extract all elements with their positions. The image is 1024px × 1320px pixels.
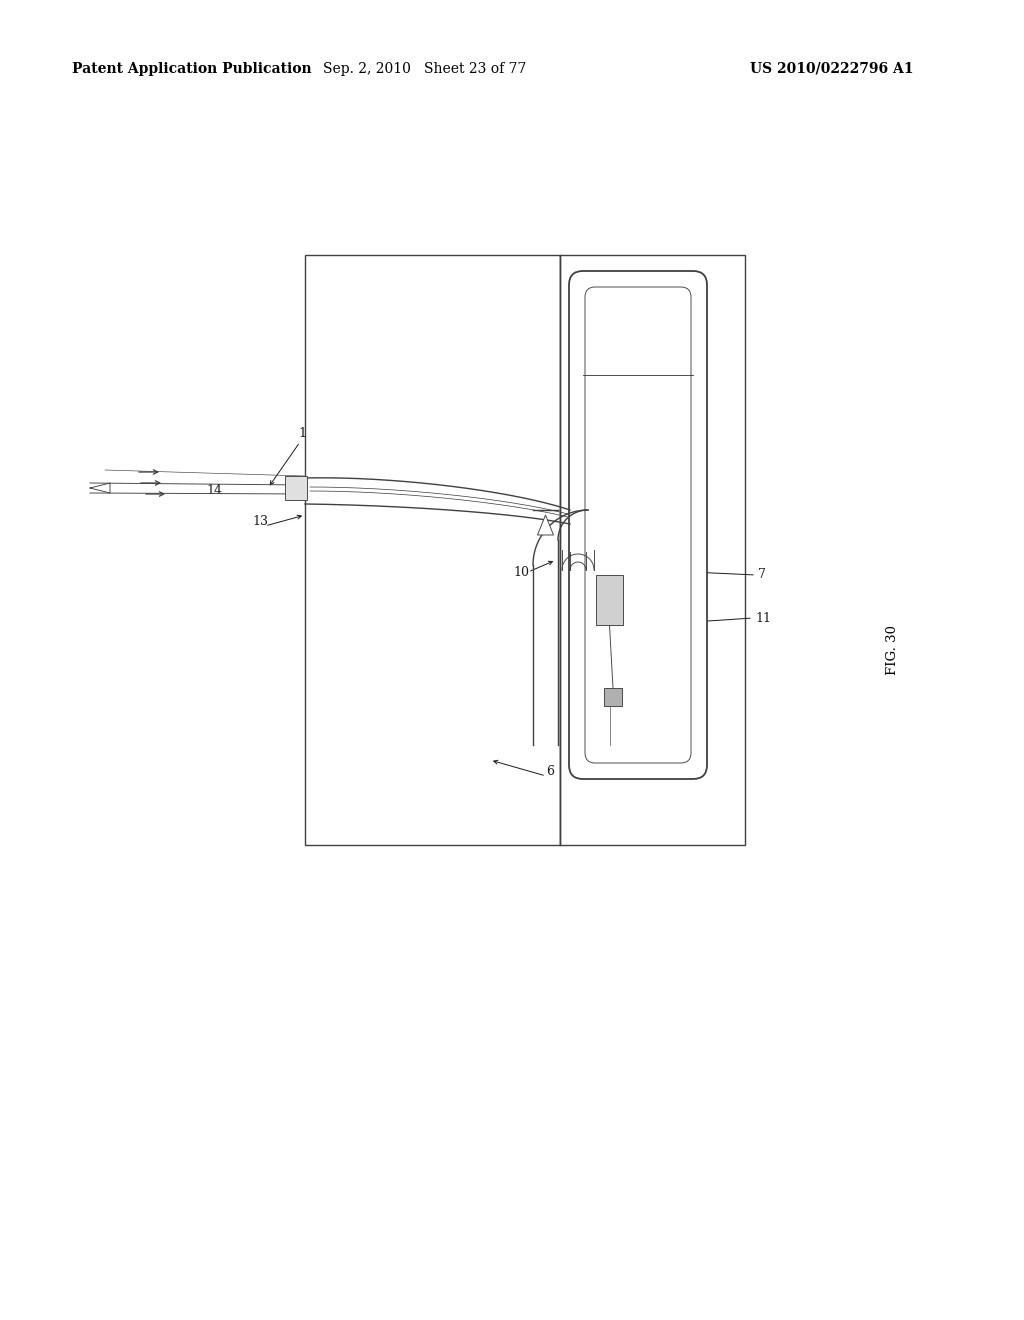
Text: 6: 6 <box>546 766 554 777</box>
Bar <box>285 477 307 500</box>
Bar <box>604 688 622 706</box>
Text: US 2010/0222796 A1: US 2010/0222796 A1 <box>750 62 913 77</box>
Text: FIG. 30: FIG. 30 <box>887 624 899 675</box>
Text: 1: 1 <box>298 426 306 440</box>
Text: 7: 7 <box>758 569 766 582</box>
Text: Sep. 2, 2010   Sheet 23 of 77: Sep. 2, 2010 Sheet 23 of 77 <box>324 62 526 77</box>
Text: 11: 11 <box>755 611 771 624</box>
FancyBboxPatch shape <box>569 271 707 779</box>
Text: 14: 14 <box>206 484 222 498</box>
Bar <box>596 576 623 624</box>
Bar <box>305 255 560 845</box>
Bar <box>560 255 745 845</box>
Text: 8: 8 <box>613 360 621 374</box>
Text: 13: 13 <box>252 515 268 528</box>
Polygon shape <box>538 515 554 535</box>
Text: Patent Application Publication: Patent Application Publication <box>72 62 311 77</box>
Text: 10: 10 <box>513 565 529 578</box>
FancyBboxPatch shape <box>585 286 691 763</box>
